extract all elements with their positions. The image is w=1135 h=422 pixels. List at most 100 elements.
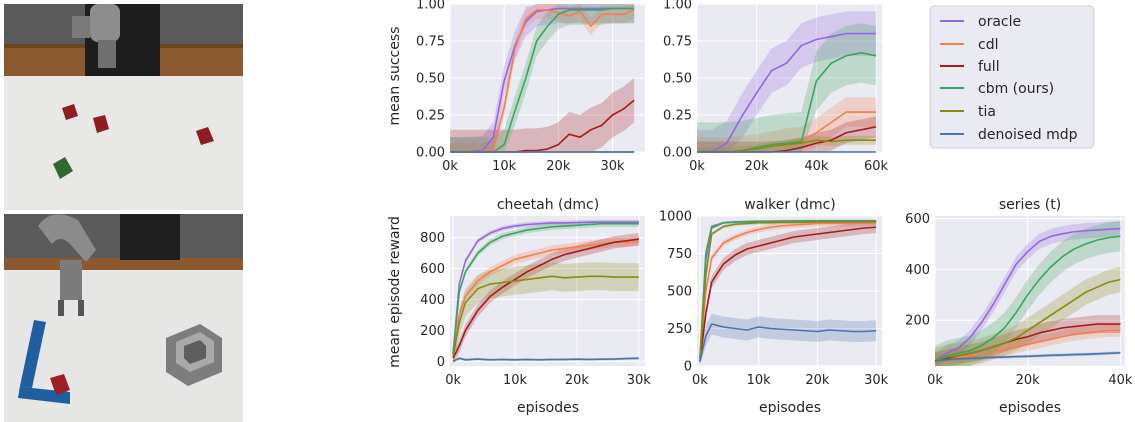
legend-box bbox=[929, 5, 1095, 149]
chart-1-ytick-label: 0.25 bbox=[416, 109, 445, 124]
chart-3-line-cbm bbox=[452, 222, 639, 354]
chart-2-band-cbm bbox=[697, 23, 877, 152]
chart-3-line-full bbox=[452, 238, 639, 359]
legend-entry-full: full bbox=[940, 59, 1000, 75]
chart-5-xtick-label: 20k bbox=[1016, 373, 1041, 388]
legend-label-full: full bbox=[978, 59, 1000, 75]
chart-3-ytick-label: 400 bbox=[420, 293, 445, 308]
chart-4-xtick-label: 30k bbox=[864, 373, 889, 388]
chart-4-title: walker (dmc) bbox=[744, 197, 836, 213]
chart-5-line-cbm bbox=[934, 235, 1121, 362]
chart-5-ytick-label: 200 bbox=[905, 314, 930, 329]
chart-panel-5: series (t) episodes 0k 20k 40k 200 400 600 bbox=[905, 197, 1133, 416]
chart-3-title: cheetah (dmc) bbox=[497, 197, 599, 213]
chart-panel-2: 0k 20k 40k 60k 0.00 0.25 0.50 0.75 1.00 bbox=[663, 0, 888, 174]
legend: oracle cdl full cbm (ours) tia denoised … bbox=[929, 5, 1095, 149]
chart-5-xtick-label: 0k bbox=[927, 373, 943, 388]
chart-4-line-tia bbox=[699, 221, 877, 359]
chart-5-xtick-label: 40k bbox=[1108, 373, 1133, 388]
chart-5-band-full bbox=[935, 315, 1121, 366]
chart-2-xtick-label: 20k bbox=[745, 159, 770, 174]
legend-entry-dmp: denoised mdp bbox=[940, 127, 1078, 143]
legend-label-cdl: cdl bbox=[978, 37, 998, 53]
chart-5-line-tia bbox=[934, 278, 1121, 362]
legend-entry-tia: tia bbox=[940, 104, 996, 120]
chart-3-ylabel: mean episode reward bbox=[387, 216, 403, 368]
chart-1-plot bbox=[449, 3, 645, 153]
chart-1-ylabel: mean success bbox=[387, 27, 403, 126]
chart-4-line-dmp bbox=[699, 323, 877, 362]
chart-2-plot bbox=[696, 3, 882, 153]
legend-entry-cdl: cdl bbox=[940, 37, 998, 53]
chart-3-xtick-label: 20k bbox=[565, 373, 590, 388]
chart-4-xtick-label: 10k bbox=[747, 373, 772, 388]
chart-4-plot bbox=[697, 215, 882, 367]
chart-1-band-oracle bbox=[450, 4, 635, 152]
chart-3-band-tia bbox=[453, 262, 639, 366]
chart-1-ytick-label: 0.75 bbox=[416, 35, 445, 50]
legend-label-oracle: oracle bbox=[978, 14, 1021, 30]
chart-1-ytick-label: 1.00 bbox=[416, 0, 445, 13]
chart-4-band-dmp bbox=[699, 313, 877, 366]
chart-4-line-cdl bbox=[699, 221, 877, 359]
chart-4-ytick-label: 0 bbox=[684, 360, 692, 375]
chart-2-xtick-label: 40k bbox=[804, 159, 829, 174]
chart-4-xtick-label: 0k bbox=[692, 373, 708, 388]
chart-5-plot bbox=[934, 216, 1125, 366]
chart-5-line-oracle bbox=[934, 227, 1121, 362]
chart-3-xtick-label: 10k bbox=[503, 373, 528, 388]
chart-3-line-oracle bbox=[452, 221, 639, 354]
chart-2-xtick-label: 60k bbox=[864, 159, 889, 174]
chart-4-line-full bbox=[699, 226, 877, 362]
chart-3-line-dmp bbox=[452, 357, 639, 363]
chart-2-line-oracle bbox=[697, 32, 877, 153]
chart-3-ytick-label: 200 bbox=[420, 324, 445, 339]
chart-5-band-tia bbox=[935, 266, 1121, 366]
chart-3-band-full bbox=[453, 233, 639, 365]
robot-block-scene bbox=[4, 214, 243, 422]
chart-panel-1: mean success 0k 10k 20k 30k 0.00 0.25 0.50 0.75… bbox=[387, 0, 645, 174]
legend-label-cbm: cbm (ours) bbox=[978, 81, 1054, 97]
chart-1-ytick-label: 0.00 bbox=[416, 146, 445, 161]
legend-entry-oracle: oracle bbox=[940, 14, 1021, 30]
chart-3-xtick-label: 30k bbox=[627, 373, 652, 388]
chart-2-band-cdl bbox=[697, 97, 877, 152]
chart-1-xtick-label: 20k bbox=[546, 159, 571, 174]
chart-3-xtick-label: 0k bbox=[445, 373, 461, 388]
chart-2-xtick-label: 0k bbox=[689, 159, 705, 174]
chart-2-ytick-label: 0.75 bbox=[663, 35, 692, 50]
chart-3-xlabel: episodes bbox=[517, 400, 579, 416]
chart-2-ytick-label: 1.00 bbox=[663, 0, 692, 13]
chart-4-xtick-label: 20k bbox=[805, 373, 830, 388]
chart-5-line-dmp bbox=[934, 351, 1121, 362]
chart-2-band-full bbox=[697, 116, 877, 152]
chart-panel-4: walker (dmc) episodes 0k 10k 20k 30k 0 250 500… bbox=[659, 197, 889, 416]
chart-5-line-cdl bbox=[934, 329, 1121, 362]
chart-3-line-tia bbox=[452, 275, 639, 357]
chart-5-title: series (t) bbox=[999, 197, 1061, 213]
chart-5-band-oracle bbox=[935, 221, 1121, 366]
chart-3-background bbox=[450, 216, 645, 366]
chart-1-band-full bbox=[450, 78, 635, 152]
chart-2-ytick-label: 0.00 bbox=[663, 146, 692, 161]
chart-3-line-cdl bbox=[452, 240, 639, 356]
chart-1-ytick-label: 0.50 bbox=[416, 72, 445, 87]
chart-1-band-cdl bbox=[450, 4, 635, 152]
chart-1-xtick-label: 0k bbox=[442, 159, 458, 174]
chart-panel-3: cheetah (dmc) episodes mean episode rewa… bbox=[387, 197, 651, 416]
chart-1-xtick-label: 30k bbox=[600, 159, 625, 174]
chart-5-xlabel: episodes bbox=[999, 400, 1061, 416]
chart-2-ytick-label: 0.50 bbox=[663, 72, 692, 87]
legend-entry-cbm: cbm (ours) bbox=[940, 81, 1054, 97]
chart-1-line-cdl bbox=[450, 9, 635, 153]
chart-4-ytick-label: 500 bbox=[667, 285, 692, 300]
chart-5-ytick-label: 400 bbox=[905, 263, 930, 278]
chart-4-ytick-label: 1000 bbox=[659, 210, 692, 225]
chart-4-ytick-label: 250 bbox=[667, 322, 692, 337]
legend-label-tia: tia bbox=[978, 104, 996, 120]
robot-cube-scene bbox=[4, 4, 243, 210]
chart-4-line-cbm bbox=[699, 220, 877, 359]
chart-1-xtick-label: 10k bbox=[492, 159, 517, 174]
chart-4-xlabel: episodes bbox=[759, 400, 821, 416]
